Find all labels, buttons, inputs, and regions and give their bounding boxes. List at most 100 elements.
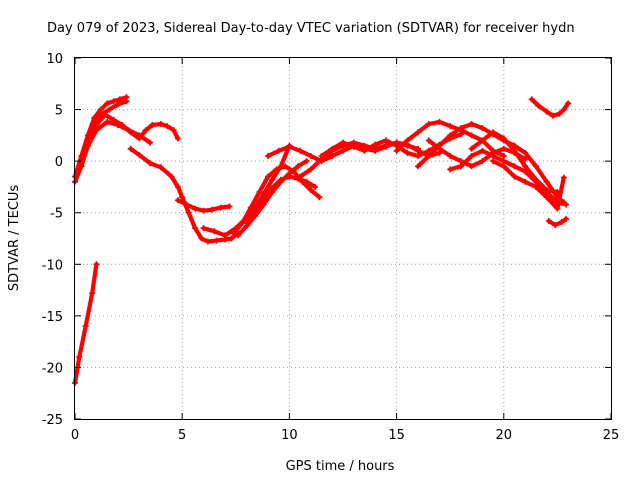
data-point xyxy=(543,108,550,115)
data-point xyxy=(211,228,218,235)
x-tick-label: 10 xyxy=(281,428,298,443)
data-point xyxy=(361,142,368,149)
data-point xyxy=(522,149,529,156)
data-point xyxy=(97,106,104,113)
y-tick-label: -20 xyxy=(42,361,63,376)
y-tick-label: -15 xyxy=(42,310,63,325)
data-point xyxy=(106,106,113,113)
data-series-trace-8 xyxy=(201,143,292,238)
data-point xyxy=(204,238,211,245)
data-point xyxy=(522,163,529,170)
data-point xyxy=(552,222,559,229)
data-point xyxy=(479,158,486,165)
data-point xyxy=(295,163,301,170)
data-point xyxy=(174,197,181,204)
data-point xyxy=(282,163,289,170)
grid-layer xyxy=(75,58,611,419)
data-point xyxy=(297,173,304,180)
data-point xyxy=(157,164,164,171)
data-point xyxy=(340,139,346,146)
chart-title: Day 079 of 2023, Sidereal Day-to-day VTE… xyxy=(47,21,575,36)
data-point xyxy=(500,163,507,170)
data-point xyxy=(114,122,121,128)
data-point xyxy=(265,153,271,159)
data-point xyxy=(147,160,153,167)
data-point xyxy=(457,158,464,165)
data-point xyxy=(303,178,310,185)
data-point xyxy=(185,209,192,216)
data-point xyxy=(554,205,561,212)
data-point xyxy=(550,112,557,119)
data-point xyxy=(93,261,100,268)
data-point xyxy=(157,121,164,127)
data-point xyxy=(500,158,507,165)
data-point xyxy=(316,194,323,201)
data-point xyxy=(468,153,475,159)
data-point xyxy=(170,127,177,134)
data-point xyxy=(222,232,229,239)
data-point xyxy=(425,137,432,144)
data-point xyxy=(560,106,567,113)
data-point xyxy=(192,205,199,212)
data-point xyxy=(217,204,224,211)
data-point xyxy=(535,102,542,109)
data-point xyxy=(307,187,314,193)
data-point xyxy=(447,153,454,159)
data-point xyxy=(500,145,507,152)
data-point xyxy=(558,219,565,225)
data-point xyxy=(198,235,205,242)
data-point xyxy=(382,142,389,149)
data-point xyxy=(123,98,130,105)
data-point xyxy=(350,143,357,150)
data-point xyxy=(511,163,518,170)
data-point xyxy=(234,232,241,239)
y-tick-label: 5 xyxy=(55,104,63,119)
data-point xyxy=(269,185,276,191)
data-point xyxy=(127,145,134,152)
data-point xyxy=(533,176,539,183)
data-point xyxy=(468,121,475,127)
data-point xyxy=(110,98,117,105)
data-point xyxy=(297,147,304,154)
data-point xyxy=(76,163,83,170)
data-series-trace-17 xyxy=(426,138,528,169)
data-point xyxy=(230,230,237,237)
data-point xyxy=(511,147,518,154)
data-point xyxy=(404,149,411,156)
data-point xyxy=(340,147,346,154)
data-point xyxy=(265,173,271,180)
tick-layer: 0 5 10 15 20 25 10 5 0 -5 -10 -15 -20 -25 xyxy=(42,52,620,443)
data-point xyxy=(269,176,276,183)
data-point xyxy=(142,127,149,134)
data-point xyxy=(556,110,563,117)
data-point xyxy=(393,142,400,149)
data-point xyxy=(149,122,156,128)
data-point xyxy=(117,96,123,103)
data-point xyxy=(372,141,379,148)
x-axis-label: GPS time / hours xyxy=(286,459,395,474)
data-point xyxy=(318,153,325,159)
data-point xyxy=(543,178,550,185)
data-point xyxy=(393,147,400,154)
data-point xyxy=(273,166,280,173)
data-point xyxy=(213,237,220,244)
data-series-trace-22 xyxy=(529,97,571,118)
data-series-trace-18 xyxy=(448,148,569,207)
data-point xyxy=(275,147,282,154)
data-point xyxy=(312,183,319,190)
data-point xyxy=(543,187,550,193)
data-point xyxy=(200,207,207,214)
data-point xyxy=(93,122,100,128)
data-point xyxy=(136,132,143,139)
data-point xyxy=(104,118,111,125)
data-point xyxy=(382,137,389,144)
data-point xyxy=(447,123,454,130)
data-point xyxy=(93,127,100,134)
data-point xyxy=(147,139,153,146)
data-point xyxy=(104,100,111,107)
y-axis-label: SDTVAR / TECUs xyxy=(7,185,22,292)
data-point xyxy=(286,173,293,180)
plot-frame xyxy=(74,57,612,420)
data-point xyxy=(74,168,81,175)
